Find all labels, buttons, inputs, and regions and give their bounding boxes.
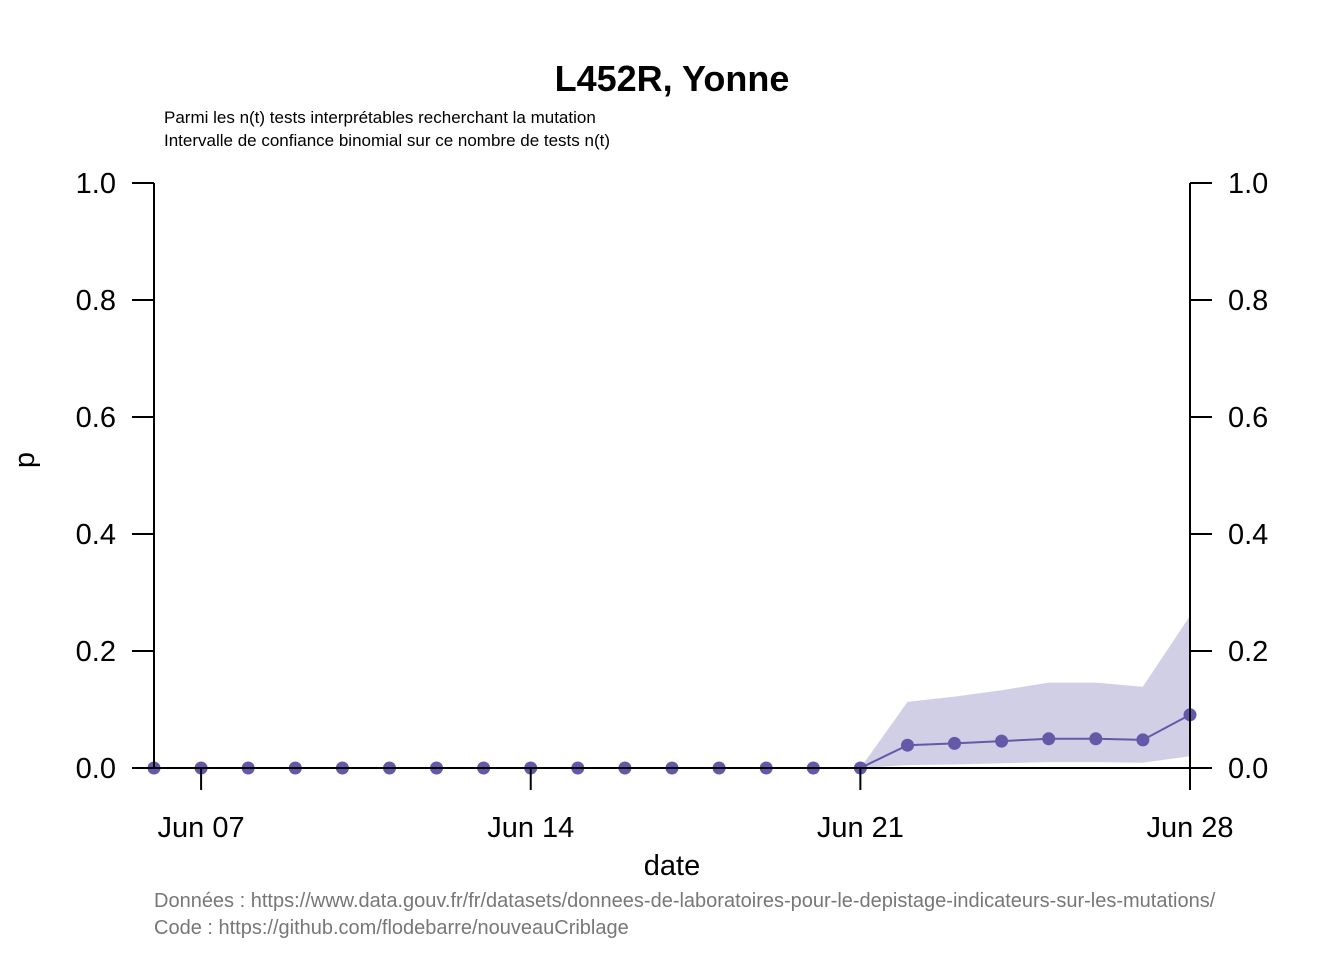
x-ticks: Jun 07 Jun 14 Jun 21 Jun 28 (158, 768, 1234, 844)
x-tick-label: Jun 14 (487, 812, 574, 844)
confidence-band (154, 615, 1190, 768)
y-tick-label-right: 0.6 (1228, 402, 1268, 434)
y-tick-label-left: 0.4 (76, 519, 116, 551)
y-tick-label-right: 1.0 (1228, 168, 1268, 200)
chart-subtitle-line-1: Parmi les n(t) tests interprétables rech… (164, 108, 596, 127)
data-point (948, 736, 961, 750)
chart-title: L452R, Yonne (555, 58, 790, 99)
x-tick-label: Jun 07 (158, 812, 245, 844)
y-tick-label-left: 0.0 (76, 753, 116, 785)
y-tick-label-right: 0.2 (1228, 636, 1268, 668)
code-source-caption: Code : https://github.com/flodebarre/nou… (154, 917, 629, 939)
y-tick-label-right: 0.0 (1228, 753, 1268, 785)
x-axis-label: date (644, 850, 700, 882)
x-tick-label: Jun 28 (1146, 812, 1233, 844)
chart-subtitle-line-2: Intervalle de confiance binomial sur ce … (164, 131, 610, 150)
y-tick-label-left: 0.6 (76, 402, 116, 434)
data-point (901, 738, 914, 752)
confidence-band-layer (154, 615, 1190, 768)
data-point (995, 734, 1009, 748)
y-tick-label-right: 0.8 (1228, 285, 1268, 317)
data-point (1042, 732, 1056, 746)
y-ticks: 0.0 0.0 0.2 0.2 0.4 0.4 0.6 0.6 0.8 0.8 1.0 1.0 (76, 168, 1269, 785)
y-tick-label-left: 1.0 (76, 168, 116, 200)
x-tick-label: Jun 21 (817, 812, 904, 844)
data-point (1136, 733, 1150, 747)
data-source-caption: Données : https://www.data.gouv.fr/fr/da… (154, 890, 1216, 912)
y-tick-label-left: 0.8 (76, 285, 116, 317)
axes (153, 183, 1191, 769)
y-tick-label-right: 0.4 (1228, 519, 1268, 551)
y-axis-label: p (9, 452, 41, 468)
data-point (1089, 732, 1103, 746)
y-tick-label-left: 0.2 (76, 636, 116, 668)
